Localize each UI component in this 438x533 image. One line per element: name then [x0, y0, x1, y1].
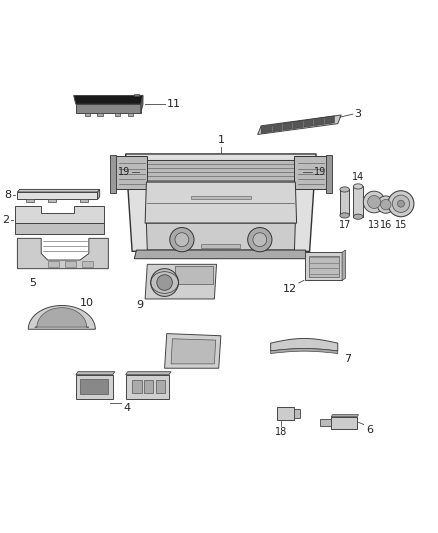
Polygon shape [48, 261, 59, 268]
Circle shape [253, 233, 267, 247]
Text: 15: 15 [395, 220, 407, 230]
Polygon shape [191, 196, 251, 199]
Text: 18: 18 [275, 426, 287, 437]
Text: 8: 8 [4, 190, 11, 200]
Text: 2: 2 [2, 215, 9, 225]
Polygon shape [126, 375, 169, 399]
Text: 6: 6 [366, 425, 373, 435]
Polygon shape [134, 94, 139, 96]
Polygon shape [65, 261, 76, 268]
Polygon shape [305, 252, 342, 280]
Polygon shape [331, 417, 357, 429]
Polygon shape [309, 256, 339, 277]
Polygon shape [28, 305, 95, 329]
Text: 16: 16 [380, 220, 392, 230]
Polygon shape [134, 250, 307, 259]
Ellipse shape [340, 213, 350, 218]
Polygon shape [15, 206, 104, 223]
Circle shape [388, 191, 414, 217]
Polygon shape [115, 156, 147, 189]
Polygon shape [342, 250, 346, 280]
Polygon shape [271, 349, 338, 353]
Circle shape [175, 233, 189, 247]
Polygon shape [132, 380, 141, 393]
Polygon shape [141, 95, 143, 113]
Polygon shape [261, 116, 334, 133]
Polygon shape [126, 154, 316, 252]
Text: 9: 9 [136, 300, 143, 310]
Polygon shape [26, 199, 34, 203]
Polygon shape [277, 407, 293, 420]
Ellipse shape [353, 184, 363, 189]
Text: 12: 12 [283, 284, 297, 294]
Circle shape [367, 196, 381, 208]
Polygon shape [85, 113, 90, 116]
Text: 19: 19 [118, 167, 130, 177]
Polygon shape [76, 375, 113, 399]
Polygon shape [171, 339, 215, 364]
Polygon shape [35, 308, 89, 327]
Polygon shape [271, 338, 338, 351]
Polygon shape [321, 419, 331, 426]
Polygon shape [18, 192, 98, 199]
Polygon shape [80, 379, 108, 394]
Polygon shape [110, 155, 116, 193]
Ellipse shape [353, 214, 363, 219]
Polygon shape [128, 113, 133, 116]
Polygon shape [76, 104, 141, 113]
Text: 7: 7 [344, 354, 351, 364]
Polygon shape [326, 155, 332, 193]
Circle shape [157, 274, 173, 290]
Text: 10: 10 [80, 297, 94, 308]
Polygon shape [126, 372, 171, 375]
Text: 13: 13 [368, 220, 380, 230]
Text: 3: 3 [354, 109, 361, 119]
Circle shape [377, 196, 395, 213]
Polygon shape [155, 380, 165, 393]
Ellipse shape [340, 187, 350, 192]
Circle shape [151, 269, 178, 296]
Polygon shape [145, 264, 216, 299]
Text: 14: 14 [352, 172, 364, 182]
Polygon shape [293, 409, 300, 418]
Text: 5: 5 [29, 278, 36, 288]
Polygon shape [331, 415, 359, 417]
Polygon shape [201, 244, 240, 248]
Text: 1: 1 [217, 135, 224, 146]
Polygon shape [175, 265, 213, 284]
Polygon shape [294, 156, 327, 189]
Polygon shape [15, 223, 104, 234]
Circle shape [170, 228, 194, 252]
Circle shape [248, 228, 272, 252]
Polygon shape [258, 115, 341, 134]
Polygon shape [76, 372, 115, 375]
Polygon shape [80, 199, 88, 203]
Polygon shape [353, 187, 363, 217]
Polygon shape [115, 113, 120, 116]
Polygon shape [145, 160, 297, 182]
Polygon shape [98, 189, 100, 199]
Circle shape [397, 200, 404, 207]
Polygon shape [144, 380, 153, 393]
Text: 11: 11 [167, 99, 181, 109]
Polygon shape [340, 189, 350, 215]
Polygon shape [165, 334, 221, 368]
Polygon shape [98, 113, 102, 116]
Polygon shape [74, 95, 143, 104]
Polygon shape [146, 223, 295, 250]
Circle shape [363, 191, 385, 213]
Polygon shape [145, 182, 297, 223]
Polygon shape [82, 261, 93, 268]
Circle shape [392, 195, 410, 212]
Text: 19: 19 [314, 167, 326, 177]
Text: 4: 4 [124, 403, 131, 413]
Circle shape [381, 199, 391, 210]
Text: 17: 17 [339, 220, 351, 230]
Polygon shape [48, 199, 56, 203]
Polygon shape [18, 189, 100, 192]
Polygon shape [18, 238, 108, 269]
